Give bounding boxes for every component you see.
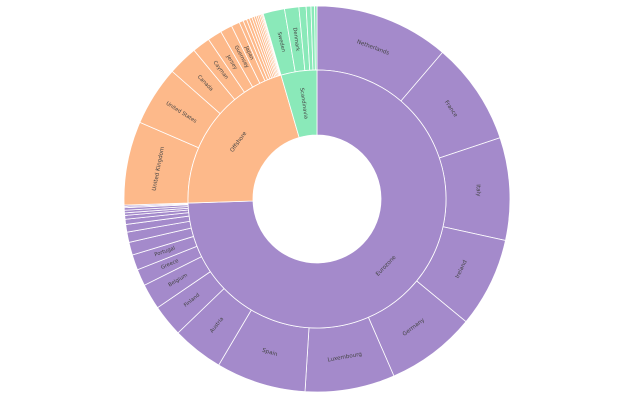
inner-label-scandinavia: Scandinavia	[298, 87, 308, 119]
inner-segment-offshore	[187, 74, 300, 204]
outer-label-denmark: Denmark	[291, 27, 300, 51]
outer-label-italy: Italy	[474, 184, 481, 197]
outer-label-spain: Spain	[261, 348, 278, 358]
inner-segment-eurozone	[187, 69, 447, 329]
outer-ring	[123, 5, 511, 393]
outer-label-sweden: Sweden	[276, 31, 286, 52]
outer-segment	[314, 5, 318, 71]
inner-ring	[187, 69, 447, 329]
inner-segment-scandinavia	[280, 69, 318, 139]
outer-label-japan: Japan	[243, 44, 255, 61]
